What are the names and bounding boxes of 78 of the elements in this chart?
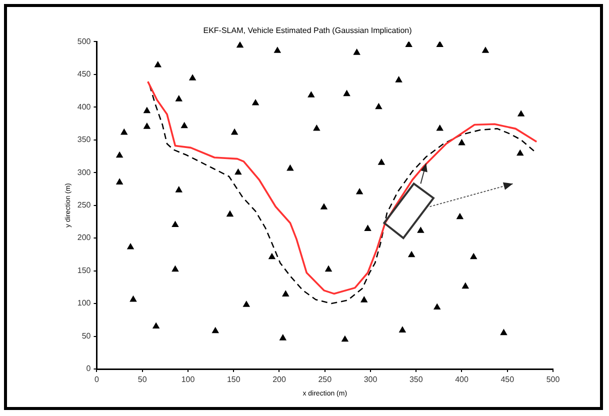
point (226, 210, 234, 217)
point (436, 124, 444, 131)
point (176, 96, 182, 102)
point (154, 61, 162, 68)
x-tick-label: 200 (272, 375, 286, 384)
y-tick-label: 100 (77, 298, 92, 308)
point (516, 150, 524, 156)
point (252, 99, 259, 106)
point (144, 107, 150, 114)
point (280, 334, 286, 340)
x-tick-label: 350 (409, 375, 424, 384)
y-tick-label: 350 (77, 135, 92, 144)
y-tick-label: 0 (86, 364, 92, 374)
point (354, 49, 360, 55)
point (172, 221, 178, 228)
point (268, 253, 276, 260)
x-tick-label: 50 (138, 375, 148, 384)
point (417, 227, 424, 233)
point (181, 122, 188, 128)
y-tick-label: 250 (77, 200, 92, 210)
y-tick-label: 150 (77, 266, 92, 275)
x-tick-label: 500 (546, 375, 560, 384)
point (282, 290, 289, 296)
point (243, 301, 250, 307)
point (116, 178, 123, 184)
point (286, 164, 294, 171)
point (456, 213, 464, 220)
point (236, 42, 244, 48)
point (116, 152, 123, 158)
y-tick-label: 300 (77, 168, 92, 177)
point (360, 296, 368, 302)
point (344, 90, 350, 96)
point (234, 168, 242, 175)
chart-title: EKF-SLAM, Vehicle Estimated Path (Gaussian Implication) (203, 26, 412, 36)
point (313, 124, 320, 131)
x-tick-label: 400 (455, 375, 469, 384)
point (212, 327, 219, 334)
x-tick-label: 450 (500, 375, 515, 384)
y-tick-label: 500 (77, 36, 92, 46)
point (120, 128, 128, 135)
y-tick-label: 450 (77, 70, 92, 79)
point (396, 76, 402, 82)
x-tick-label: 300 (364, 375, 378, 384)
point (399, 326, 406, 332)
point (144, 123, 150, 129)
point (356, 188, 363, 194)
point (176, 186, 182, 192)
point (325, 266, 332, 272)
point (320, 204, 328, 210)
x-tick-label: 150 (226, 375, 241, 384)
y-tick-label: 50 (82, 331, 92, 340)
point (152, 322, 160, 329)
point (274, 47, 281, 53)
point (189, 74, 196, 80)
point (375, 103, 382, 110)
x-tick-label: 100 (181, 375, 196, 384)
point (378, 159, 385, 165)
point (364, 225, 372, 231)
point (172, 266, 178, 272)
y-tick-label: 400 (77, 102, 92, 112)
point (518, 110, 524, 116)
point (408, 251, 415, 258)
point (436, 42, 444, 47)
point (482, 47, 489, 53)
x-tick-label: 0 (94, 375, 100, 384)
point (130, 296, 137, 302)
point (342, 336, 348, 342)
point (470, 253, 477, 260)
point (458, 139, 466, 146)
point (127, 244, 134, 250)
point (434, 304, 440, 310)
y-tick-label: 200 (77, 233, 92, 242)
point (231, 128, 238, 135)
x-tick-label: 250 (318, 375, 332, 384)
point (500, 329, 507, 336)
point (308, 92, 314, 98)
point (406, 42, 412, 47)
point (462, 282, 469, 289)
